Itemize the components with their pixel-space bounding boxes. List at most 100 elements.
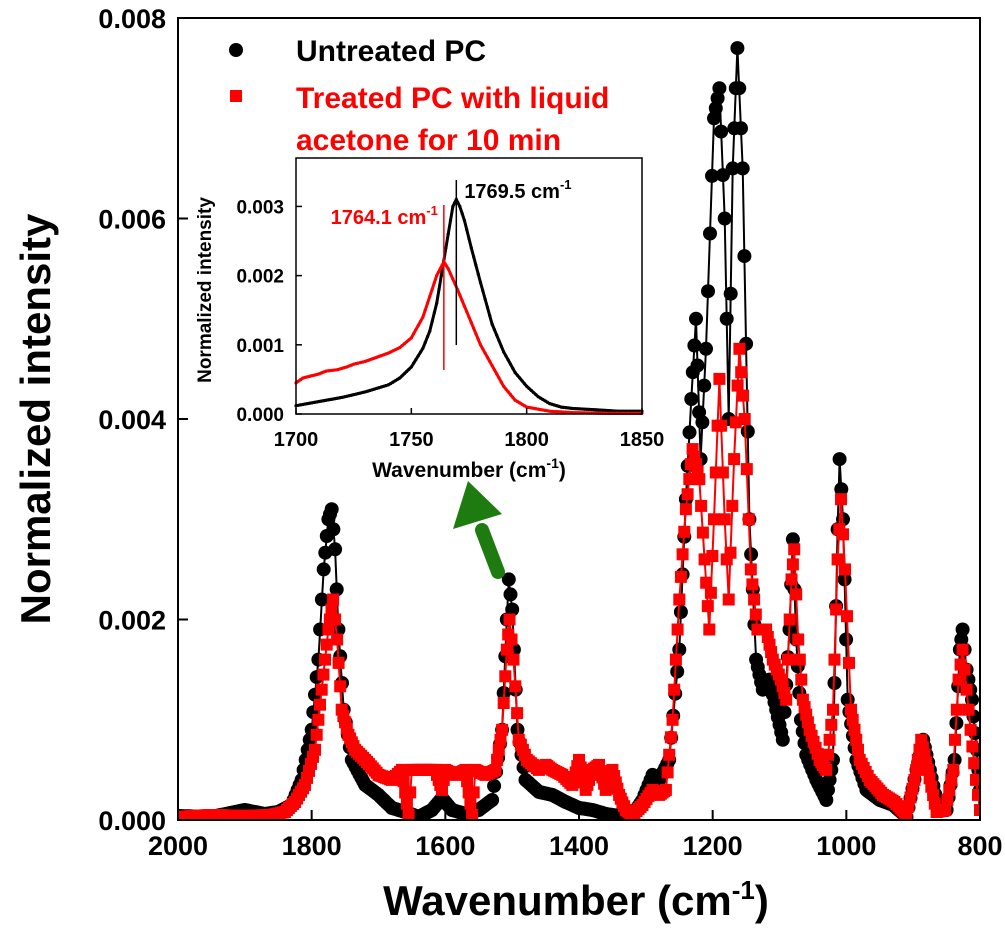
main-point-1-276: [679, 503, 692, 516]
main-y-tick-label-0: 0.000: [98, 806, 166, 836]
main-point-0-288: [717, 211, 732, 226]
main-point-1-83: [331, 633, 344, 646]
inset-annotations: 1769.5 cm-1 1764.1 cm-1: [331, 177, 572, 370]
inset-point-1-116: [559, 410, 563, 414]
inset-point-0-128: [587, 407, 591, 411]
inset-point-0-46: [400, 374, 404, 378]
inset-point-1-1: [296, 379, 300, 383]
inset-point-0-83: [483, 297, 487, 301]
main-point-0-298: [735, 161, 750, 176]
inset-y-tick-label-2: 0.002: [236, 267, 284, 288]
main-point-1-431: [958, 663, 971, 676]
inset-point-0-74: [462, 218, 466, 222]
inset-point-1-81: [478, 343, 483, 347]
main-point-1-437: [970, 773, 980, 786]
legend-label-untreated: Untreated PC: [296, 35, 486, 68]
main-point-1-338: [788, 543, 801, 556]
main-point-0-269: [684, 392, 699, 406]
main-point-0-287: [715, 168, 730, 183]
main-point-1-371: [846, 713, 859, 726]
inset-background: [296, 158, 642, 414]
main-point-1-156: [466, 809, 479, 820]
main-point-0-322: [775, 732, 790, 747]
inset-point-0-126: [582, 407, 586, 411]
main-x-tick-label-2: 1600: [415, 831, 475, 861]
inset-point-0-135: [603, 408, 607, 412]
inset-series-layer: [294, 158, 644, 415]
main-point-0-276: [695, 415, 710, 430]
main-point-1-152: [459, 763, 472, 776]
inset-point-0-60: [432, 310, 436, 315]
inset-point-0-41: [389, 382, 393, 386]
inset-point-0-78: [472, 255, 476, 259]
inset-point-0-42: [391, 380, 395, 384]
inset-point-0-117: [562, 405, 566, 409]
main-point-0-173: [501, 572, 516, 587]
inset-point-1-98: [518, 401, 522, 405]
inset-point-1-95: [511, 395, 515, 399]
main-point-0-328: [785, 532, 800, 547]
main-point-1-292: [706, 550, 719, 562]
main-point-1-361: [828, 653, 841, 666]
inset-point-0-95: [511, 366, 515, 370]
main-point-1-177: [503, 613, 516, 626]
main-point-0-273: [690, 358, 705, 373]
main-point-0-295: [730, 41, 745, 56]
inset-point-0-88: [495, 333, 499, 337]
main-point-1-296: [713, 372, 726, 385]
main-point-1-340: [792, 633, 805, 646]
inset-point-1-112: [550, 409, 554, 413]
inset-point-0-102: [527, 386, 531, 390]
main-point-1-85: [334, 680, 347, 693]
main-y-ticks: 0.000 0.002 0.004 0.006 0.008: [98, 4, 188, 836]
inset-point-1-85: [488, 359, 492, 363]
main-point-1-438: [972, 788, 980, 801]
inset-point-0-65: [444, 246, 448, 250]
inset-point-1-47: [402, 342, 406, 346]
main-point-1-311: [740, 463, 753, 476]
main-point-1-271: [671, 623, 684, 636]
main-point-1-290: [703, 623, 716, 636]
inset-point-0-133: [598, 408, 603, 412]
main-point-1-435: [966, 740, 979, 753]
inset-point-1-22: [345, 365, 349, 369]
main-series-layer: [178, 41, 980, 820]
main-point-1-81: [327, 593, 340, 606]
inset-peak-label-treated: 1764.1 cm-1: [331, 203, 438, 229]
main-point-0-82: [328, 542, 343, 557]
main-x-tick-label-0: 2000: [148, 831, 208, 861]
main-point-0-83: [329, 582, 344, 597]
inset-point-0-55: [421, 346, 425, 350]
main-point-1-180: [509, 680, 522, 693]
main-point-0-80: [324, 502, 339, 517]
inset-point-1-78: [472, 326, 476, 330]
main-y-tick-label-3: 0.006: [98, 205, 166, 235]
main-point-1-304: [728, 453, 741, 466]
main-point-0-296: [732, 81, 747, 96]
main-point-1-312: [742, 513, 755, 526]
inset-point-0-101: [525, 384, 529, 388]
inset-point-1-56: [423, 308, 427, 312]
inset-point-0-104: [532, 391, 536, 395]
main-point-0-75: [316, 562, 331, 577]
main-point-1-171: [494, 733, 507, 746]
main-point-1-291: [704, 586, 717, 599]
main-point-0-301: [740, 424, 755, 439]
main-x-ticks: 2000 1800 1600 1400 1200 1000 800: [148, 810, 1003, 861]
inset-series-0: [294, 196, 644, 413]
inset-point-0-81: [478, 280, 483, 285]
inset-x-tick-label-3: 1850: [620, 429, 665, 451]
inset-point-1-80: [476, 337, 480, 341]
main-point-1-170: [492, 743, 505, 756]
main-x-tick-label-5: 1000: [816, 831, 876, 861]
main-point-1-399: [900, 809, 913, 820]
inset-point-1-76: [467, 315, 471, 319]
inset-point-0-69: [453, 201, 457, 205]
main-point-0-358: [839, 632, 854, 647]
inset-point-0-87: [492, 328, 496, 332]
inset-point-1-46: [400, 344, 404, 348]
main-point-1-366: [837, 528, 849, 541]
inset-point-0-127: [585, 407, 589, 411]
inset-point-1-67: [446, 267, 450, 271]
main-point-1-369: [843, 656, 855, 669]
